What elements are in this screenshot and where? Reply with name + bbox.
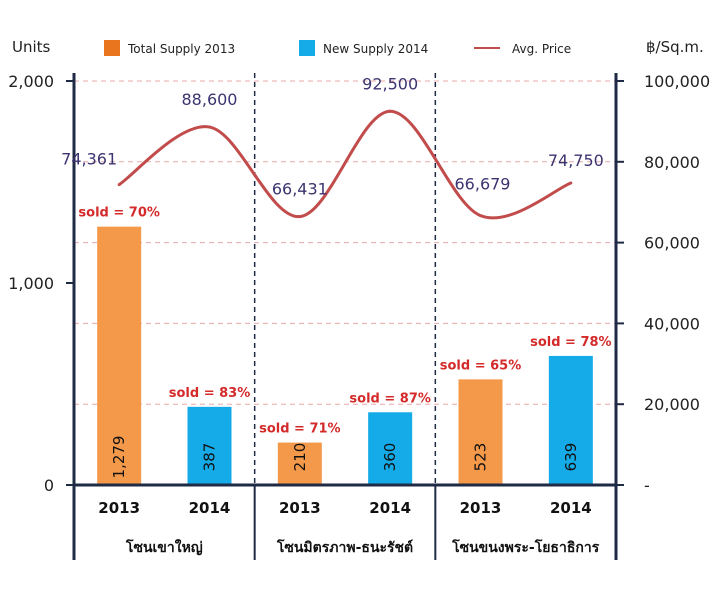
bar-2013-group-1: [97, 226, 142, 485]
right-tick-label: 20,000: [644, 395, 700, 414]
sold-label: sold = 71%: [259, 422, 341, 437]
sold-label: sold = 87%: [349, 391, 431, 406]
legend-label: Avg. Price: [512, 42, 571, 56]
left-axis-unit: Units: [12, 38, 51, 56]
avg-price-line: [118, 109, 572, 220]
sold-label: sold = 70%: [78, 206, 160, 221]
year-tick-label: 2013: [460, 499, 502, 517]
right-tick-label: -: [644, 476, 650, 495]
legend-swatch: [299, 40, 315, 56]
price-line-layer: [117, 109, 573, 220]
sold-label: sold = 78%: [530, 335, 612, 350]
left-tick-label: 2,000: [8, 72, 54, 91]
left-tick-label: 1,000: [8, 274, 54, 293]
right-tick-label: 40,000: [644, 314, 700, 333]
zone-label: โซนเขาใหญ่: [125, 538, 203, 556]
right-axis-unit: ฿/Sq.m.: [646, 38, 704, 56]
bar-value-label: 210: [291, 443, 309, 472]
bars: [97, 226, 593, 485]
year-tick-label: 2014: [369, 499, 411, 517]
bar-2013-group-3: [458, 379, 503, 485]
price-label: 74,750: [548, 151, 604, 170]
bar-value-label: 387: [201, 443, 219, 472]
price-label: 88,600: [182, 90, 238, 109]
price-point: [388, 109, 392, 113]
sold-label: sold = 83%: [169, 386, 251, 401]
price-label: 66,679: [455, 175, 511, 194]
bar-2014-group-1: [187, 406, 232, 485]
right-tick-label: 100,000: [644, 72, 710, 91]
price-point: [569, 181, 573, 185]
right-tick-label: 80,000: [644, 153, 700, 172]
zone-label: โซนมิตรภาพ-ธนะรัชต์: [276, 538, 413, 556]
price-label: 66,431: [272, 180, 328, 199]
year-tick-label: 2013: [98, 499, 140, 517]
legend-label: Total Supply 2013: [127, 42, 235, 56]
price-label: 74,361: [61, 150, 117, 169]
price-label: 92,500: [362, 74, 418, 93]
legend-swatch: [104, 40, 120, 56]
legend-label: New Supply 2014: [323, 42, 428, 56]
bar-value-label: 1,279: [110, 436, 128, 479]
left-tick-label: 0: [44, 476, 54, 495]
gridlines: [74, 80, 616, 405]
bar-2014-group-2: [368, 412, 413, 485]
price-point: [117, 183, 121, 187]
year-tick-label: 2014: [550, 499, 592, 517]
axes: [66, 73, 624, 560]
price-point: [479, 214, 482, 218]
right-tick-label: 60,000: [644, 234, 700, 253]
labels: 1,279 sold = 70% 2013 387 sold = 83% 2014 โซนเ…: [8, 38, 710, 556]
bar-value-label: 523: [472, 443, 490, 472]
price-point: [298, 215, 302, 219]
legend: Total Supply 2013 New Supply 2014 Avg. Pri…: [104, 40, 571, 56]
year-tick-label: 2014: [189, 499, 231, 517]
sold-label: sold = 65%: [440, 358, 522, 373]
bar-2013-group-2: [277, 442, 322, 485]
bar-value-label: 639: [562, 443, 580, 472]
bar-value-label: 360: [381, 443, 399, 472]
year-tick-label: 2013: [279, 499, 321, 517]
price-point: [208, 125, 211, 129]
zone-label: โซนขนงพระ-โยธาธิการ: [451, 538, 600, 556]
bar-2014-group-3: [548, 355, 593, 485]
